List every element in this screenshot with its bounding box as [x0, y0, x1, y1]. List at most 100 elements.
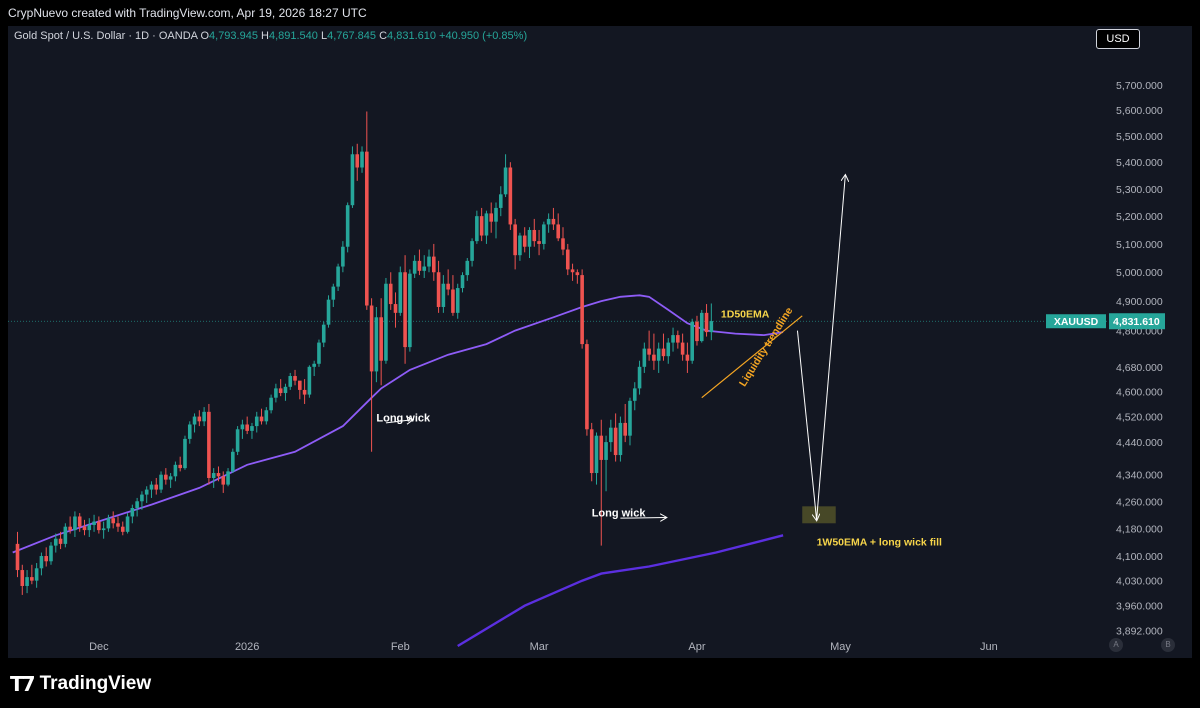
- candle-body: [226, 471, 230, 485]
- y-tick-label: 5,400.000: [1116, 157, 1163, 169]
- candle-body: [551, 218, 556, 225]
- candle: [369, 298, 374, 452]
- y-tick-label: 4,100.000: [1116, 551, 1163, 563]
- candle-body: [384, 283, 388, 361]
- long-wick-arrow-mar[interactable]: [620, 517, 665, 518]
- candle-body: [623, 422, 627, 436]
- candle: [202, 407, 206, 427]
- candle-body: [580, 275, 584, 345]
- candle-body: [455, 288, 460, 313]
- legend-close-label: C: [379, 30, 388, 42]
- candle: [695, 315, 699, 346]
- candle-body: [508, 167, 513, 225]
- candle: [68, 516, 72, 534]
- candle: [436, 260, 441, 313]
- candle: [403, 255, 407, 364]
- long-wick-label-feb: Long wick: [376, 412, 431, 424]
- candle: [446, 269, 450, 296]
- candle: [63, 523, 68, 548]
- ema-weekly-label: 1W50EMA + long wick fill: [817, 537, 942, 549]
- candle: [498, 186, 503, 217]
- candle-body: [97, 521, 101, 531]
- price-axis[interactable]: [1108, 26, 1192, 658]
- legend-low-label: L: [320, 30, 328, 42]
- projection-arrow-up[interactable]: [816, 175, 846, 520]
- candle-body: [111, 518, 115, 524]
- currency-button[interactable]: USD: [1096, 29, 1140, 49]
- y-tick-label: 4,180.000: [1116, 523, 1163, 535]
- candle-body: [498, 194, 503, 208]
- projection-arrow-down[interactable]: [796, 330, 816, 520]
- candle: [417, 249, 422, 276]
- candle: [111, 511, 115, 529]
- x-tick-label: Feb: [391, 641, 410, 653]
- candle: [384, 277, 388, 364]
- candle: [116, 516, 120, 532]
- candle-body: [479, 216, 484, 236]
- candle: [589, 422, 594, 482]
- candle: [312, 360, 316, 377]
- legend-open: 4,793.945: [209, 30, 258, 42]
- candle-body: [441, 283, 446, 307]
- b-button[interactable]: B: [1161, 638, 1175, 652]
- candle: [130, 504, 135, 524]
- y-tick-label: 5,300.000: [1116, 184, 1163, 196]
- candle: [460, 272, 465, 293]
- candle: [149, 481, 154, 498]
- candle-body: [326, 299, 331, 325]
- candle: [441, 275, 446, 313]
- y-tick-label: 5,700.000: [1116, 80, 1163, 92]
- candle: [360, 146, 364, 173]
- candle: [293, 369, 297, 386]
- tradingview-logo[interactable]: T7 TradingView: [10, 672, 151, 696]
- ema-daily-line: [12, 294, 784, 554]
- auto-scale-button[interactable]: A: [1109, 638, 1123, 652]
- long-wick-arrow-feb[interactable]: [385, 420, 412, 423]
- candle: [594, 432, 599, 485]
- candle: [522, 227, 527, 253]
- candle: [422, 255, 427, 278]
- candle: [159, 471, 163, 493]
- candle-body: [618, 422, 623, 456]
- candle-body: [254, 416, 259, 427]
- candle-body: [269, 397, 273, 411]
- candle-body: [63, 526, 68, 544]
- candle-body: [321, 324, 326, 343]
- candle-body: [183, 438, 187, 469]
- liquidity-trendline[interactable]: [701, 315, 803, 399]
- candle: [374, 306, 379, 383]
- candle-body: [44, 556, 49, 562]
- candle: [326, 295, 331, 328]
- symbol-tag-text: XAUUSD: [1054, 316, 1099, 328]
- candle: [704, 304, 709, 337]
- candle-body: [20, 570, 25, 586]
- candle-body: [408, 273, 412, 348]
- candle: [379, 298, 383, 386]
- candle-body: [556, 224, 561, 239]
- candle: [513, 218, 517, 270]
- candle-body: [494, 207, 498, 222]
- target-zone-box[interactable]: [802, 506, 836, 524]
- chart-area[interactable]: Long wick Long wick 1D50EMA Liquidity trend…: [8, 26, 1192, 658]
- candle-body: [417, 260, 422, 271]
- ema-weekly-line: [457, 534, 784, 648]
- candle-body: [685, 354, 690, 361]
- candle-body: [312, 363, 316, 367]
- y-tick-label: 4,600.000: [1116, 386, 1163, 398]
- candle: [221, 471, 226, 493]
- candle-body: [431, 256, 436, 273]
- candle: [135, 497, 139, 517]
- x-tick-label: Mar: [530, 641, 549, 653]
- legend-close: 4,831.610: [387, 30, 436, 42]
- candle: [542, 221, 546, 250]
- candle: [666, 338, 671, 364]
- candle-body: [116, 523, 120, 527]
- candle-body: [537, 241, 541, 244]
- candle-body: [365, 151, 369, 306]
- candle: [551, 207, 556, 230]
- candle: [30, 564, 34, 585]
- candle-body: [704, 312, 709, 333]
- legend-high-label: H: [261, 30, 269, 42]
- candle: [183, 435, 187, 470]
